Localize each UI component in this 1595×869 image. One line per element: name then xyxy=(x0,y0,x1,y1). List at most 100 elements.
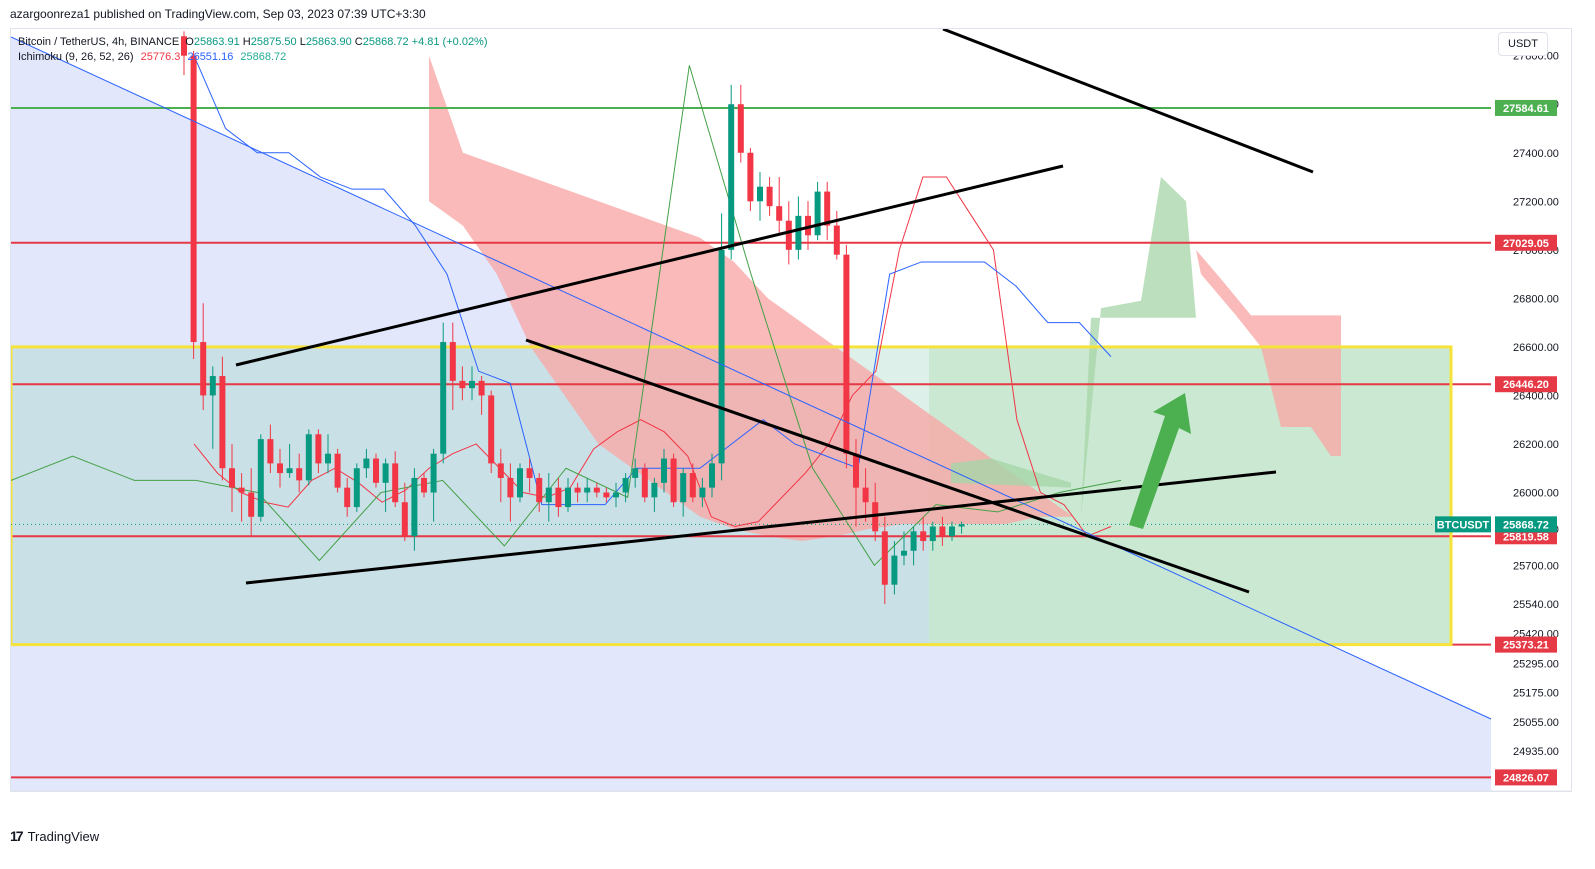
candle-body xyxy=(277,463,283,474)
tradingview-brand: TradingView xyxy=(27,828,100,844)
candle xyxy=(862,468,869,522)
candle xyxy=(939,516,946,546)
candle-body xyxy=(421,477,427,493)
candle-body xyxy=(766,186,773,207)
candle-body xyxy=(305,434,312,481)
candle xyxy=(392,451,399,508)
candle-body xyxy=(939,526,946,537)
candle-body xyxy=(901,550,907,556)
candle-body xyxy=(257,439,264,517)
candle-body xyxy=(603,492,610,498)
candle xyxy=(353,463,360,512)
price-level-tag-label: 27029.05 xyxy=(1503,238,1549,250)
price-tick-label: 27400.00 xyxy=(1513,148,1559,160)
candle xyxy=(382,458,389,512)
candle xyxy=(219,356,226,481)
candle xyxy=(689,463,696,503)
horizontal-levels-layer xyxy=(9,106,1491,779)
candle xyxy=(661,448,667,493)
legend-chikou-value: 25868.72 xyxy=(240,51,287,63)
candle-body xyxy=(401,502,408,537)
candle-body xyxy=(536,477,543,503)
candle xyxy=(209,366,216,449)
candle xyxy=(190,50,197,360)
candle-body xyxy=(910,531,917,551)
symbol-tag-label: BTCUSDT xyxy=(1437,519,1490,531)
cloud-future-bear xyxy=(1196,249,1341,457)
drawings-layer xyxy=(10,27,1492,720)
symbol-tag xyxy=(1435,516,1491,533)
candle-body xyxy=(478,380,485,396)
candle-body xyxy=(200,342,207,396)
candle xyxy=(920,516,927,551)
candle xyxy=(728,84,735,260)
candle xyxy=(747,147,754,212)
last-price-tag-label: 25868.72 xyxy=(1503,519,1549,531)
candle xyxy=(440,322,447,464)
chikou-line xyxy=(10,65,1122,567)
ichimoku-cloud-layer xyxy=(429,55,1341,542)
candle-body xyxy=(891,555,898,585)
candle xyxy=(430,448,437,522)
candle-body xyxy=(747,152,754,202)
candle-body xyxy=(267,439,274,464)
green-up-arrow-icon xyxy=(1129,393,1191,529)
candle xyxy=(958,521,965,534)
price-tick-label: 26600.00 xyxy=(1513,342,1559,354)
candle xyxy=(680,468,687,517)
candle-body xyxy=(248,492,255,517)
price-tick-label: 25295.00 xyxy=(1513,659,1559,671)
candle-body xyxy=(574,487,581,493)
candle-body xyxy=(325,453,331,464)
candle xyxy=(517,463,523,503)
candle xyxy=(632,458,639,488)
price-tick-label: 26400.00 xyxy=(1513,390,1559,402)
candle-body xyxy=(853,453,859,488)
publisher-line: azargoonreza1 published on TradingView.c… xyxy=(10,7,426,21)
candle xyxy=(718,213,725,481)
legend-kijun-value: 26551.16 xyxy=(187,51,234,63)
candle xyxy=(277,448,283,488)
candle xyxy=(286,443,293,478)
candle-body xyxy=(833,225,840,255)
candle-body xyxy=(449,342,456,381)
candle-body xyxy=(680,473,687,503)
candle xyxy=(421,473,427,498)
chart-frame[interactable]: 27800.0027600.0027400.0027200.0027000.00… xyxy=(9,27,1572,812)
candle xyxy=(593,482,600,498)
candle-body xyxy=(181,36,187,56)
range-box-border xyxy=(9,345,1453,647)
cloud-bear-area xyxy=(429,55,1073,542)
candle-body xyxy=(785,220,792,250)
candle xyxy=(536,473,543,512)
candle-body xyxy=(949,526,955,537)
legend-indicator-row: Ichimoku (9, 26, 52, 26) 25776.3 26551.1… xyxy=(18,50,488,65)
candle-body xyxy=(526,468,533,478)
candle-body xyxy=(430,453,437,493)
candle-body xyxy=(872,502,879,532)
candle xyxy=(526,458,533,493)
candle-body xyxy=(440,342,447,454)
candle xyxy=(776,177,783,236)
candle-body xyxy=(958,524,965,527)
candle-body xyxy=(795,215,802,250)
tradingview-logo[interactable]: 17 TradingView xyxy=(10,828,99,844)
candle-body xyxy=(843,254,850,454)
candle-body xyxy=(699,487,706,498)
candle-body xyxy=(315,434,322,464)
currency-button[interactable]: USDT xyxy=(1498,32,1548,56)
candle xyxy=(584,477,591,503)
price-level-tag xyxy=(1495,99,1557,116)
price-tick-label: 26800.00 xyxy=(1513,293,1559,305)
candle-body xyxy=(411,477,418,537)
candle xyxy=(373,453,379,488)
legend-low: 25863.90 xyxy=(305,36,352,48)
candle-body xyxy=(382,463,389,483)
candle-body xyxy=(613,492,619,498)
price-tick-label: 25700.00 xyxy=(1513,560,1559,572)
price-chart[interactable]: 27800.0027600.0027400.0027200.0027000.00… xyxy=(9,27,1571,812)
candle-body xyxy=(920,531,927,542)
price-level-tag-label: 26446.20 xyxy=(1503,379,1549,391)
candle xyxy=(824,181,831,241)
candle xyxy=(459,366,466,401)
